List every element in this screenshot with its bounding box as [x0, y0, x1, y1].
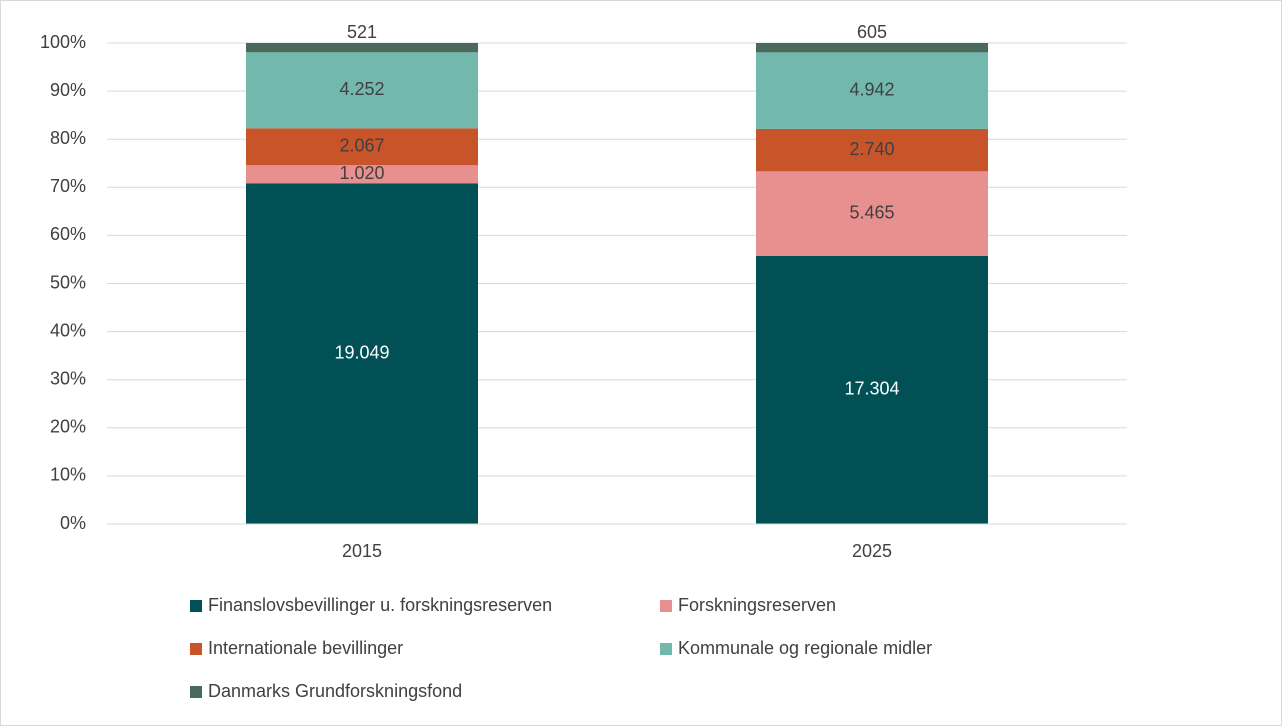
y-tick-label: 20%: [50, 417, 86, 437]
legend-label: Kommunale og regionale midler: [678, 638, 932, 658]
legend-swatch: [660, 643, 672, 655]
legend-label: Forskningsreserven: [678, 595, 836, 615]
legend-swatch: [190, 686, 202, 698]
bar-segment: [756, 255, 988, 524]
data-label: 19.049: [334, 342, 389, 362]
y-tick-label: 100%: [40, 32, 86, 52]
bar-segment: [246, 165, 478, 184]
y-tick-label: 60%: [50, 224, 86, 244]
bar-segment: [756, 43, 988, 53]
legend-swatch: [190, 643, 202, 655]
y-tick-label: 40%: [50, 320, 86, 340]
data-label: 2.740: [849, 139, 894, 159]
data-label: 17.304: [844, 379, 899, 399]
bar-segment: [246, 128, 478, 166]
bar-segment: [246, 52, 478, 129]
y-tick-label: 80%: [50, 128, 86, 148]
legend-label: Internationale bevillinger: [208, 638, 403, 658]
legend-label: Finanslovsbevillinger u. forskningsreser…: [208, 595, 552, 615]
legend-swatch: [190, 600, 202, 612]
data-label: 2.067: [339, 136, 384, 156]
data-label: 605: [857, 22, 887, 42]
y-tick-label: 90%: [50, 80, 86, 100]
bar-segment: [246, 43, 478, 53]
data-label: 4.942: [849, 79, 894, 99]
y-tick-label: 10%: [50, 465, 86, 485]
bar-segment: [756, 128, 988, 172]
bar-segment: [756, 52, 988, 129]
data-label: 521: [347, 22, 377, 42]
y-tick-label: 70%: [50, 176, 86, 196]
x-tick-label: 2025: [852, 541, 892, 561]
y-tick-label: 0%: [60, 513, 86, 533]
data-label: 5.465: [849, 202, 894, 222]
legend-label: Danmarks Grundforskningsfond: [208, 681, 462, 701]
data-label: 1.020: [339, 163, 384, 183]
x-tick-label: 2015: [342, 541, 382, 561]
y-tick-label: 30%: [50, 368, 86, 388]
bar-segment: [756, 171, 988, 256]
bar-segment: [246, 183, 478, 524]
y-tick-label: 50%: [50, 272, 86, 292]
data-label: 4.252: [339, 79, 384, 99]
legend-swatch: [660, 600, 672, 612]
